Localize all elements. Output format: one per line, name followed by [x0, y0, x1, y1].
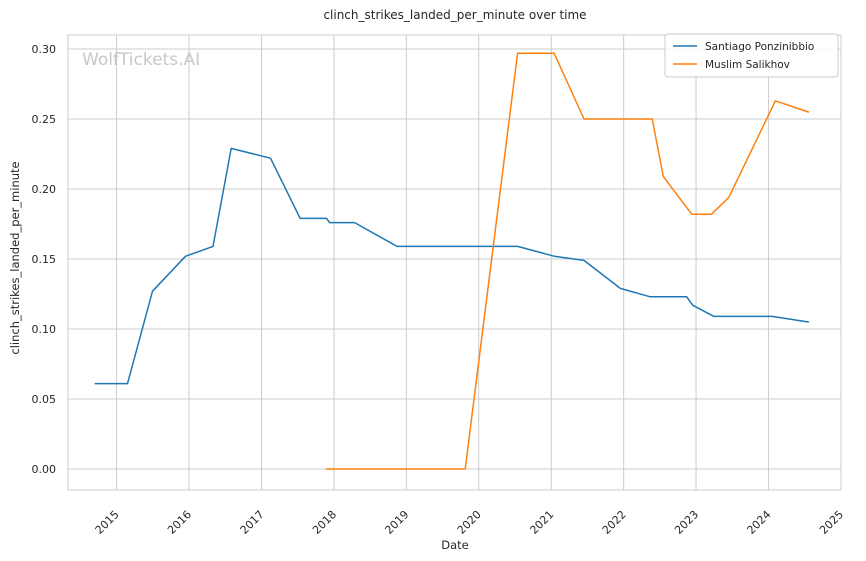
- legend-box: [664, 33, 839, 78]
- y-tick-label: 0.10: [32, 323, 57, 336]
- y-tick-label: 0.00: [32, 463, 57, 476]
- chart-title: clinch_strikes_landed_per_minute over ti…: [323, 8, 586, 22]
- x-axis-title: Date: [441, 538, 469, 552]
- y-axis-title: clinch_strikes_landed_per_minute: [8, 161, 22, 354]
- series-line-muslim-salikhov: [325, 52, 810, 470]
- y-tick-label: 0.15: [32, 253, 57, 266]
- y-tick-label: 0.30: [32, 43, 57, 56]
- y-axis-ticks: 0.00 0.05 0.10 0.15 0.20 0.25 0.30: [32, 43, 57, 476]
- y-tick-label: 0.05: [32, 393, 57, 406]
- series-line-santiago-ponzinibbio: [94, 147, 810, 385]
- watermark: WolfTickets.AI: [82, 50, 200, 70]
- plot-area: [67, 34, 842, 491]
- gridlines: [68, 35, 842, 490]
- legend-label-muslim-salikhov: Muslim Salikhov: [705, 59, 790, 71]
- legend: Santiago Ponzinibbio Muslim Salikhov: [664, 33, 839, 78]
- y-tick-label: 0.20: [32, 183, 57, 196]
- legend-label-santiago-ponzinibbio: Santiago Ponzinibbio: [705, 41, 814, 53]
- series-lines: [94, 52, 810, 470]
- y-tick-label: 0.25: [32, 113, 57, 126]
